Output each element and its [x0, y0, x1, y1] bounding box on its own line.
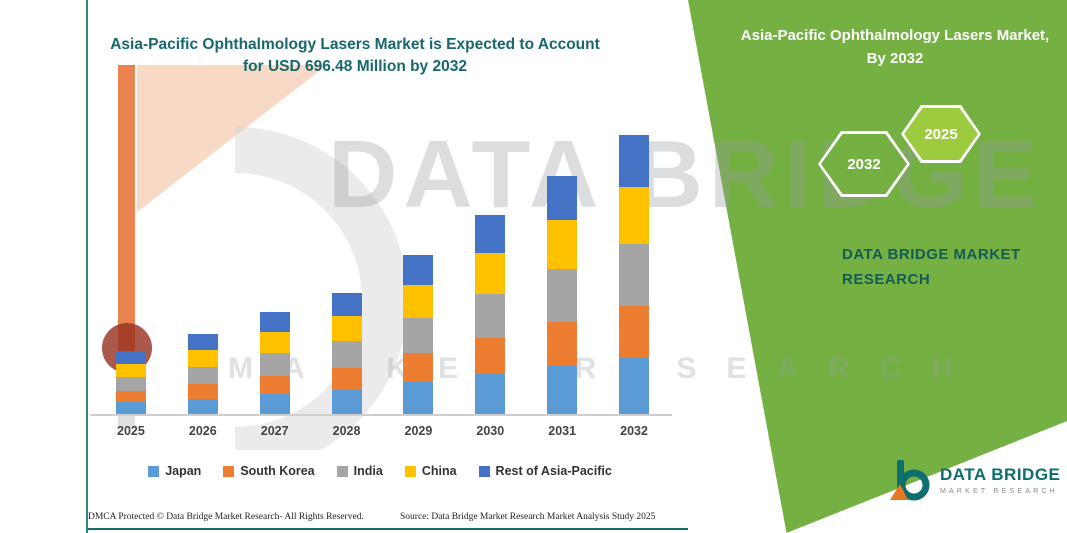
bar-segment-india: [259, 353, 290, 376]
bar-segment-rest-of-asia-pacific: [259, 312, 290, 333]
legend-swatch: [336, 465, 348, 477]
legend-item-south-korea: South Korea: [223, 464, 315, 478]
bar-segment-china: [259, 332, 290, 354]
x-axis-label: 2028: [332, 424, 361, 438]
side-panel-brand-caption: DATA BRIDGE MARKET RESEARCH: [842, 246, 1021, 288]
bar-2029: [403, 254, 434, 414]
bar-segment-south-korea: [115, 390, 146, 402]
x-axis-label: 2030: [476, 424, 505, 438]
bar-segment-china: [115, 364, 146, 378]
bar-segment-china: [187, 350, 218, 367]
legend-label: Japan: [165, 464, 202, 478]
bar-segment-japan: [331, 390, 362, 414]
legend-item-india: India: [336, 464, 383, 478]
bar-segment-south-korea: [475, 338, 506, 374]
bar-segment-japan: [475, 374, 506, 414]
legend-label: China: [421, 464, 457, 478]
bar-segment-india: [619, 244, 650, 306]
bar-2026: [187, 334, 218, 414]
bar-segment-rest-of-asia-pacific: [115, 351, 146, 365]
bar-segment-rest-of-asia-pacific: [547, 176, 578, 221]
x-axis-line: [90, 414, 672, 416]
bar-segment-rest-of-asia-pacific: [475, 215, 506, 254]
legend-item-rest-of-asia-pacific: Rest of Asia-Pacific: [478, 464, 612, 478]
bar-segment-india: [475, 294, 506, 338]
bar-2032: [619, 135, 650, 414]
legend-item-china: China: [404, 464, 457, 478]
legend-label: India: [353, 464, 383, 478]
bar-segment-japan: [547, 366, 578, 414]
bar-segment-south-korea: [619, 306, 650, 358]
x-axis-label: 2031: [548, 424, 577, 438]
bar-segment-south-korea: [259, 375, 290, 394]
bar-segment-india: [115, 377, 146, 391]
bar-segment-india: [547, 269, 578, 322]
x-axis-label: 2029: [404, 424, 433, 438]
legend-swatch: [404, 465, 416, 477]
bar-segment-china: [619, 187, 650, 244]
left-accent-rule: [86, 0, 88, 533]
brand-logo-name: DATA BRIDGE: [940, 465, 1061, 484]
footer-dmca-text: DMCA Protected © Data Bridge Market Rese…: [88, 512, 364, 522]
bar-segment-japan: [619, 358, 650, 414]
x-axis-label: 2032: [620, 424, 648, 438]
hexagon-2025-label: 2025: [904, 108, 978, 160]
brand-logo-text: DATA BRIDGE MARKET RESEARCH: [940, 465, 1060, 495]
bar-segment-china: [547, 220, 578, 270]
bar-segment-china: [475, 253, 506, 294]
footer-rule: [88, 528, 688, 530]
bar-2028: [331, 292, 362, 414]
bar-segment-india: [331, 341, 362, 368]
bar-segment-rest-of-asia-pacific: [619, 135, 650, 188]
legend-item-japan: Japan: [148, 464, 201, 478]
x-axis-label: 2026: [188, 424, 217, 438]
bar-segment-japan: [115, 402, 146, 414]
bar-segment-india: [187, 366, 218, 385]
data-bridge-logo-icon: [890, 460, 930, 501]
legend-swatch: [478, 465, 490, 477]
bar-segment-south-korea: [403, 353, 434, 382]
bar-2025: [115, 351, 146, 414]
legend: Japan South Korea India China Rest of Asia-P…: [80, 464, 680, 478]
bar-segment-rest-of-asia-pacific: [403, 254, 434, 286]
bar-segment-china: [331, 316, 362, 342]
brand-logo-subtitle: MARKET RESEARCH: [940, 488, 1058, 495]
legend-swatch: [223, 465, 235, 477]
bar-segment-india: [403, 318, 434, 354]
bar-2027: [259, 312, 290, 414]
footer-source-text: Source: Data Bridge Market Research Mark…: [400, 512, 656, 522]
bar-segment-china: [403, 285, 434, 319]
side-panel-title: Asia-Pacific Ophthalmology Lasers Market…: [740, 27, 1050, 67]
page-title: Asia-Pacific Ophthalmology Lasers Market…: [110, 36, 600, 75]
bar-2030: [475, 215, 506, 414]
brand-logo: DATA BRIDGE MARKET RESEARCH: [888, 458, 1060, 502]
bars-row: [95, 124, 670, 414]
bar-segment-south-korea: [187, 384, 218, 399]
legend-swatch: [148, 465, 160, 477]
bar-segment-south-korea: [547, 322, 578, 366]
bar-segment-japan: [403, 382, 434, 414]
bar-2031: [547, 176, 578, 414]
x-axis-label: 2025: [117, 424, 145, 438]
x-labels: 2025 2026 2027 2028 2029 2030 2031 2032: [95, 424, 670, 438]
hexagon-2032-label: 2032: [821, 134, 907, 194]
legend-label: South Korea: [240, 464, 315, 478]
bar-segment-japan: [187, 398, 218, 414]
legend-label: Rest of Asia-Pacific: [495, 464, 612, 478]
bar-segment-rest-of-asia-pacific: [331, 292, 362, 317]
x-axis-label: 2027: [260, 424, 289, 438]
bar-segment-japan: [259, 394, 290, 414]
bar-segment-rest-of-asia-pacific: [187, 334, 218, 351]
bar-segment-south-korea: [331, 367, 362, 390]
